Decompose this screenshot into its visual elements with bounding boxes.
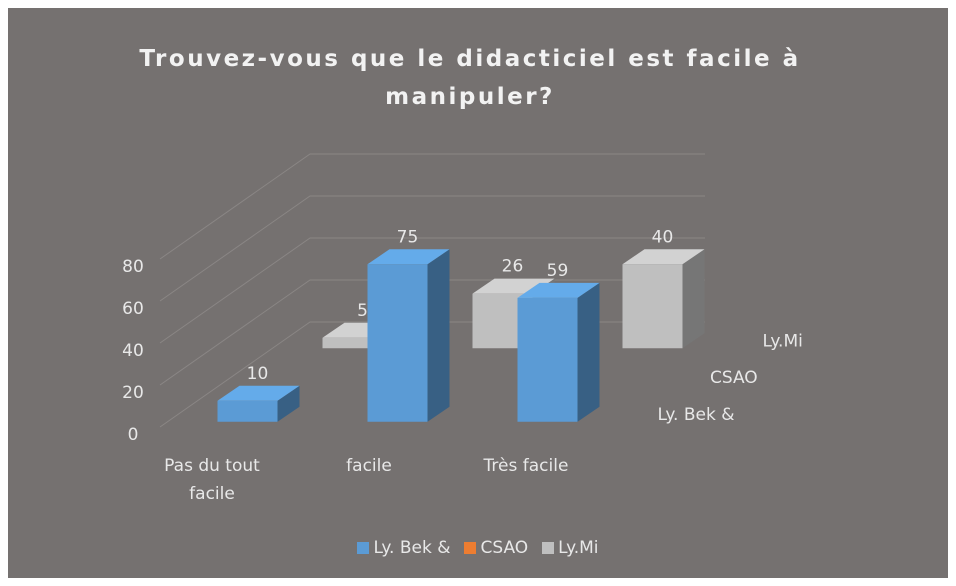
value-label: 59 — [547, 261, 569, 281]
y-tick-label: 60 — [122, 299, 144, 319]
y-tick-label: 40 — [122, 341, 144, 361]
bar-top — [517, 282, 600, 298]
bar-front — [367, 264, 428, 422]
legend-swatch — [542, 542, 555, 554]
bar-front — [517, 297, 578, 422]
legend: Ly. Bek & CSAO Ly.Mi — [0, 538, 956, 558]
bar-side — [427, 249, 450, 422]
bar — [517, 282, 600, 422]
bar-side — [577, 282, 600, 422]
legend-label: CSAO — [480, 538, 529, 558]
y-tick-label: 0 — [128, 425, 139, 445]
bar-front — [622, 264, 683, 349]
legend-item: Ly.Mi — [542, 538, 599, 558]
bar — [217, 385, 300, 422]
depth-label: Ly.Mi — [763, 331, 803, 351]
x-tick-label: facile — [346, 456, 392, 476]
legend-item: CSAO — [464, 538, 528, 558]
chart-title: Trouvez-vous que le didacticiel est faci… — [139, 46, 801, 110]
bar-top — [622, 249, 705, 265]
x-tick-label: Pas du tout facile — [164, 456, 260, 504]
grid-line — [159, 279, 705, 386]
value-label: 75 — [397, 227, 419, 247]
bar — [622, 249, 705, 349]
bar-side — [682, 249, 705, 349]
value-label: 5 — [357, 301, 368, 321]
value-label: 40 — [652, 227, 674, 247]
depth-label: CSAO — [710, 368, 758, 388]
value-label: 26 — [502, 257, 524, 277]
x-tick-label: Très facile — [483, 456, 569, 476]
legend-item: Ly. Bek & — [357, 538, 450, 558]
grid-line — [159, 237, 705, 344]
bar-front — [217, 400, 278, 422]
bar-front — [322, 337, 383, 349]
grid-line — [159, 153, 705, 260]
y-tick-label: 80 — [122, 257, 144, 277]
value-label: 10 — [247, 364, 269, 384]
y-tick-label: 20 — [122, 383, 144, 403]
grid-line — [159, 195, 705, 302]
bar — [367, 249, 450, 422]
bar-top — [217, 385, 300, 401]
legend-swatch — [464, 542, 477, 554]
depth-label: Ly. Bek & — [658, 405, 735, 425]
bar-side — [277, 385, 300, 422]
bar-top — [367, 249, 450, 265]
legend-label: Ly.Mi — [558, 538, 599, 558]
legend-swatch — [357, 542, 370, 554]
legend-label: Ly. Bek & — [373, 538, 451, 558]
